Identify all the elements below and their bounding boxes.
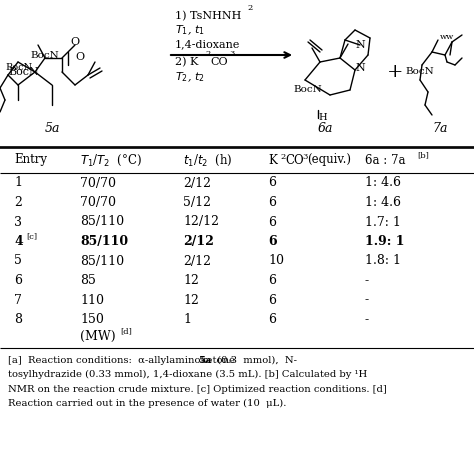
Text: 6: 6 [268, 294, 276, 307]
Text: 12/12: 12/12 [183, 216, 219, 229]
Text: 3: 3 [229, 50, 234, 58]
Text: 3: 3 [302, 153, 307, 161]
Text: 1.8: 1: 1.8: 1 [365, 254, 401, 267]
Text: 1) TsNHNH: 1) TsNHNH [175, 11, 241, 21]
Text: 2/12: 2/12 [183, 176, 211, 189]
Text: ww: ww [440, 33, 454, 41]
Text: [b]: [b] [417, 151, 429, 159]
Text: 7a: 7a [432, 121, 448, 134]
Text: CO: CO [210, 57, 228, 67]
Text: BocN: BocN [5, 64, 32, 73]
Text: +: + [387, 63, 403, 81]
Text: 8: 8 [14, 313, 22, 326]
Text: H: H [318, 114, 327, 123]
Text: 1: 4.6: 1: 4.6 [365, 196, 401, 209]
Text: 5: 5 [14, 254, 22, 267]
Text: [a]  Reaction conditions:  α-allylaminoketone: [a] Reaction conditions: α-allylaminoket… [8, 355, 241, 364]
Text: 2/12: 2/12 [183, 254, 211, 267]
Text: 70/70: 70/70 [80, 176, 116, 189]
Text: 2/12: 2/12 [183, 235, 214, 248]
Text: 1: 1 [183, 313, 191, 326]
Text: 6: 6 [268, 196, 276, 209]
Text: 2) K: 2) K [175, 57, 199, 67]
Text: 5a: 5a [198, 355, 212, 364]
Text: N: N [355, 63, 365, 73]
Text: [c]: [c] [26, 233, 37, 240]
Text: tosylhydrazide (0.33 mmol), 1,4-dioxane (3.5 mL). [b] Calculated by ¹H: tosylhydrazide (0.33 mmol), 1,4-dioxane … [8, 370, 367, 379]
Text: -: - [365, 294, 369, 307]
Text: -: - [365, 313, 369, 326]
Text: 12: 12 [183, 274, 199, 287]
Text: [d]: [d] [120, 327, 132, 335]
Text: 2: 2 [247, 4, 252, 12]
Text: 6: 6 [268, 235, 277, 248]
Text: 6: 6 [268, 216, 276, 229]
Text: 1: 4.6: 1: 4.6 [365, 176, 401, 189]
Text: 5/12: 5/12 [183, 196, 211, 209]
Text: 12: 12 [183, 294, 199, 307]
Text: 150: 150 [80, 313, 104, 326]
Text: K: K [268, 153, 277, 166]
Text: 10: 10 [268, 254, 284, 267]
Text: 6a : 7a: 6a : 7a [365, 153, 405, 166]
Text: 2: 2 [280, 153, 285, 161]
Text: BocN: BocN [30, 51, 59, 60]
Text: (MW): (MW) [80, 330, 116, 343]
Text: (0.3  mmol),  N-: (0.3 mmol), N- [211, 355, 297, 364]
Text: Reaction carried out in the presence of water (10  μL).: Reaction carried out in the presence of … [8, 399, 286, 408]
Text: 3: 3 [14, 216, 22, 229]
Text: 7: 7 [14, 294, 22, 307]
Text: 1,4-dioxane: 1,4-dioxane [175, 39, 240, 49]
Text: NMR on the reaction crude mixture. [c] Optimized reaction conditions. [d]: NMR on the reaction crude mixture. [c] O… [8, 385, 387, 394]
Text: 110: 110 [80, 294, 104, 307]
Text: 6: 6 [268, 176, 276, 189]
Text: 6a: 6a [317, 121, 333, 134]
Text: 5a: 5a [44, 121, 60, 134]
Text: 2: 2 [14, 196, 22, 209]
Text: BocN: BocN [293, 86, 322, 95]
Text: N: N [355, 40, 365, 50]
Text: Entry: Entry [14, 153, 47, 166]
Text: CO: CO [285, 153, 304, 166]
Text: 1.7: 1: 1.7: 1 [365, 216, 401, 229]
Text: 6: 6 [268, 313, 276, 326]
Text: -: - [365, 274, 369, 287]
Text: $T_1$/$T_2$  (°C): $T_1$/$T_2$ (°C) [80, 152, 142, 168]
Text: 85: 85 [80, 274, 96, 287]
Text: $t_1$/$t_2$  (h): $t_1$/$t_2$ (h) [183, 152, 233, 168]
Text: 70/70: 70/70 [80, 196, 116, 209]
Text: 2: 2 [205, 50, 210, 58]
Text: $T_2$, $t_2$: $T_2$, $t_2$ [175, 70, 205, 84]
Text: O: O [70, 37, 79, 47]
Text: $T_1$, $t_1$: $T_1$, $t_1$ [175, 23, 205, 37]
Text: 1: 1 [14, 176, 22, 189]
Text: O: O [75, 52, 84, 62]
Text: BocN: BocN [8, 67, 39, 77]
Text: 85/110: 85/110 [80, 216, 124, 229]
Text: 6: 6 [14, 274, 22, 287]
Text: 4: 4 [14, 235, 23, 248]
Text: 1.9: 1: 1.9: 1 [365, 235, 404, 248]
Text: BocN: BocN [405, 68, 434, 77]
Text: (equiv.): (equiv.) [307, 153, 351, 166]
Text: 85/110: 85/110 [80, 254, 124, 267]
Text: 85/110: 85/110 [80, 235, 128, 248]
Text: 6: 6 [268, 274, 276, 287]
